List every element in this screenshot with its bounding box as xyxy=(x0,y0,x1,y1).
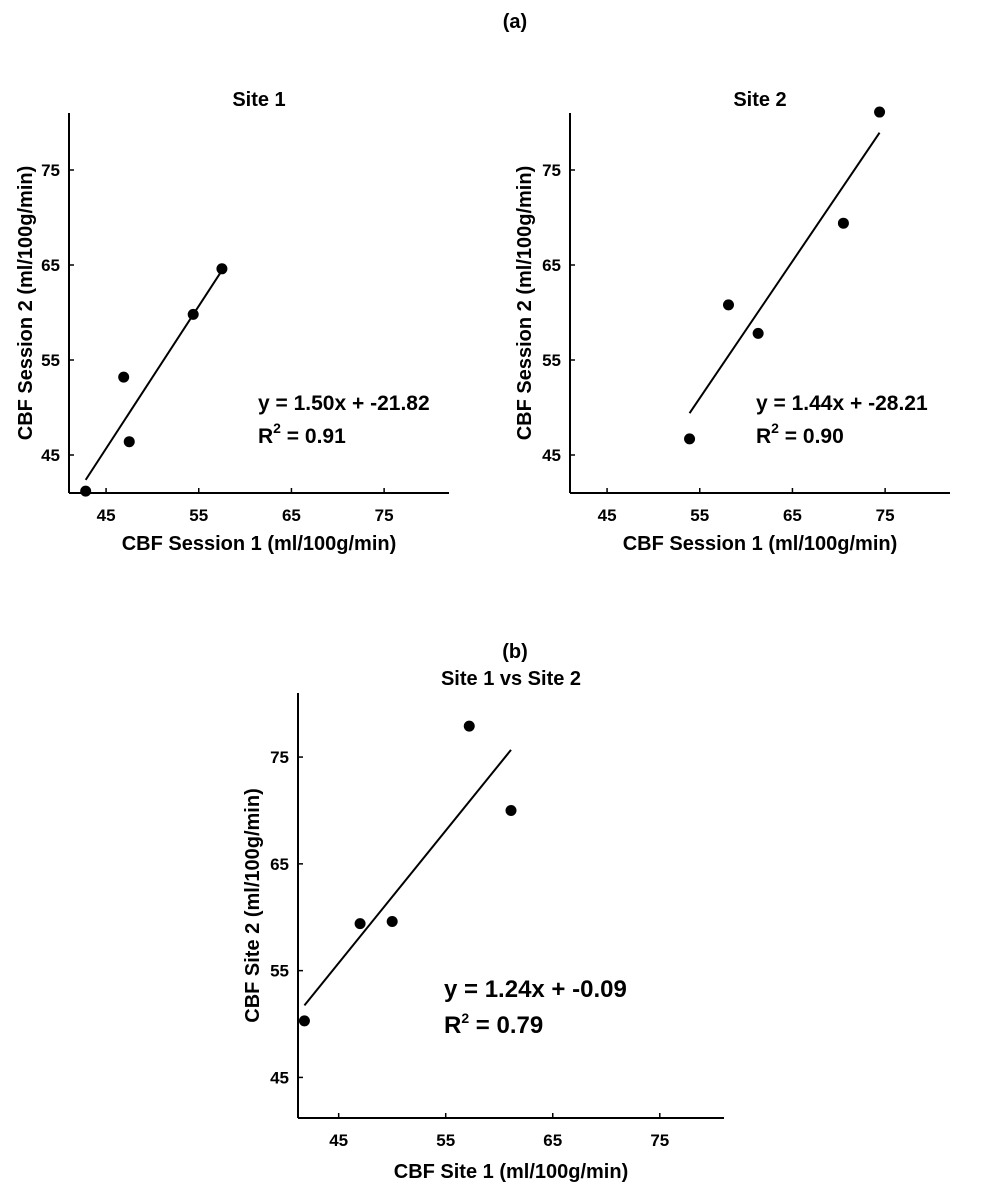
panel-a-label: (a) xyxy=(503,11,527,33)
fit-equation: y = 1.24x + -0.09 xyxy=(444,976,627,1003)
x-tick-label: 55 xyxy=(690,506,709,525)
x-tick-label: 75 xyxy=(650,1131,669,1150)
r-squared-value: = 0.79 xyxy=(469,1012,543,1039)
data-point xyxy=(874,106,886,118)
r-squared-text: R2 = 0.79 xyxy=(444,1010,543,1039)
r-squared-symbol: R xyxy=(756,425,771,448)
y-tick-label: 45 xyxy=(270,1068,289,1087)
r-squared-value: = 0.90 xyxy=(779,425,844,448)
data-point xyxy=(386,916,398,928)
y-tick-label: 65 xyxy=(542,256,561,275)
fit-line xyxy=(303,749,512,1007)
data-point xyxy=(118,371,130,383)
data-point xyxy=(298,1015,310,1027)
x-tick-label: 45 xyxy=(97,506,116,525)
data-point xyxy=(354,918,366,930)
y-axis-label: CBF Site 2 (ml/100g/min) xyxy=(242,788,264,1023)
y-tick-label: 65 xyxy=(270,855,289,874)
y-tick-label: 55 xyxy=(270,962,289,981)
data-point xyxy=(187,308,199,320)
x-tick-label: 45 xyxy=(329,1131,348,1150)
r-squared-superscript: 2 xyxy=(461,1010,469,1026)
data-point xyxy=(505,804,517,816)
fit-equation: y = 1.50x + -21.82 xyxy=(258,392,430,415)
x-axis-label: CBF Site 1 (ml/100g/min) xyxy=(394,1161,629,1183)
chart-site-2: Site 2 45 55 65 75 45 55 65 75 CBF Session 1 (ml/… xyxy=(514,89,950,555)
fit-line xyxy=(688,132,881,414)
x-tick-label: 55 xyxy=(189,506,208,525)
fit-line xyxy=(84,269,223,481)
x-tick-label: 65 xyxy=(543,1131,562,1150)
chart-site-1-vs-site-2: Site 1 vs Site 2 45 55 65 75 45 55 65 75 CBF Site… xyxy=(242,668,724,1183)
x-axis-label: CBF Session 1 (ml/100g/min) xyxy=(623,533,898,555)
y-tick-label: 65 xyxy=(41,256,60,275)
y-tick-label: 45 xyxy=(542,446,561,465)
r-squared-symbol: R xyxy=(258,425,273,448)
y-tick-label: 75 xyxy=(542,161,561,180)
data-point xyxy=(722,299,734,311)
r-squared-text: R2 = 0.90 xyxy=(756,420,844,448)
data-point xyxy=(684,433,696,445)
data-point xyxy=(837,217,849,229)
x-tick-label: 45 xyxy=(598,506,617,525)
chart-title: Site 2 xyxy=(733,89,786,111)
fit-equation: y = 1.44x + -28.21 xyxy=(756,392,928,415)
r-squared-value: = 0.91 xyxy=(281,425,346,448)
r-squared-superscript: 2 xyxy=(771,420,779,436)
data-point xyxy=(123,436,135,448)
y-tick-label: 45 xyxy=(41,446,60,465)
panel-b-label: (b) xyxy=(502,641,528,663)
data-point xyxy=(463,720,475,732)
x-axis-label: CBF Session 1 (ml/100g/min) xyxy=(122,533,397,555)
r-squared-text: R2 = 0.91 xyxy=(258,420,346,448)
data-point xyxy=(216,263,228,275)
x-tick-label: 75 xyxy=(876,506,895,525)
x-tick-label: 65 xyxy=(783,506,802,525)
y-axis-label: CBF Session 2 (ml/100g/min) xyxy=(15,166,37,441)
y-axis-label: CBF Session 2 (ml/100g/min) xyxy=(514,166,536,441)
data-point xyxy=(80,485,92,497)
x-tick-label: 65 xyxy=(282,506,301,525)
chart-title: Site 1 vs Site 2 xyxy=(441,668,581,690)
chart-site-1: Site 1 45 55 65 75 45 55 65 75 CBF Session 1 (ml/… xyxy=(15,89,449,555)
r-squared-superscript: 2 xyxy=(273,420,281,436)
r-squared-symbol: R xyxy=(444,1012,461,1039)
y-tick-label: 75 xyxy=(41,161,60,180)
y-tick-label: 55 xyxy=(542,351,561,370)
chart-title: Site 1 xyxy=(232,89,285,111)
y-tick-label: 55 xyxy=(41,351,60,370)
x-tick-label: 55 xyxy=(436,1131,455,1150)
y-tick-label: 75 xyxy=(270,748,289,767)
x-tick-label: 75 xyxy=(375,506,394,525)
data-point xyxy=(752,327,764,339)
